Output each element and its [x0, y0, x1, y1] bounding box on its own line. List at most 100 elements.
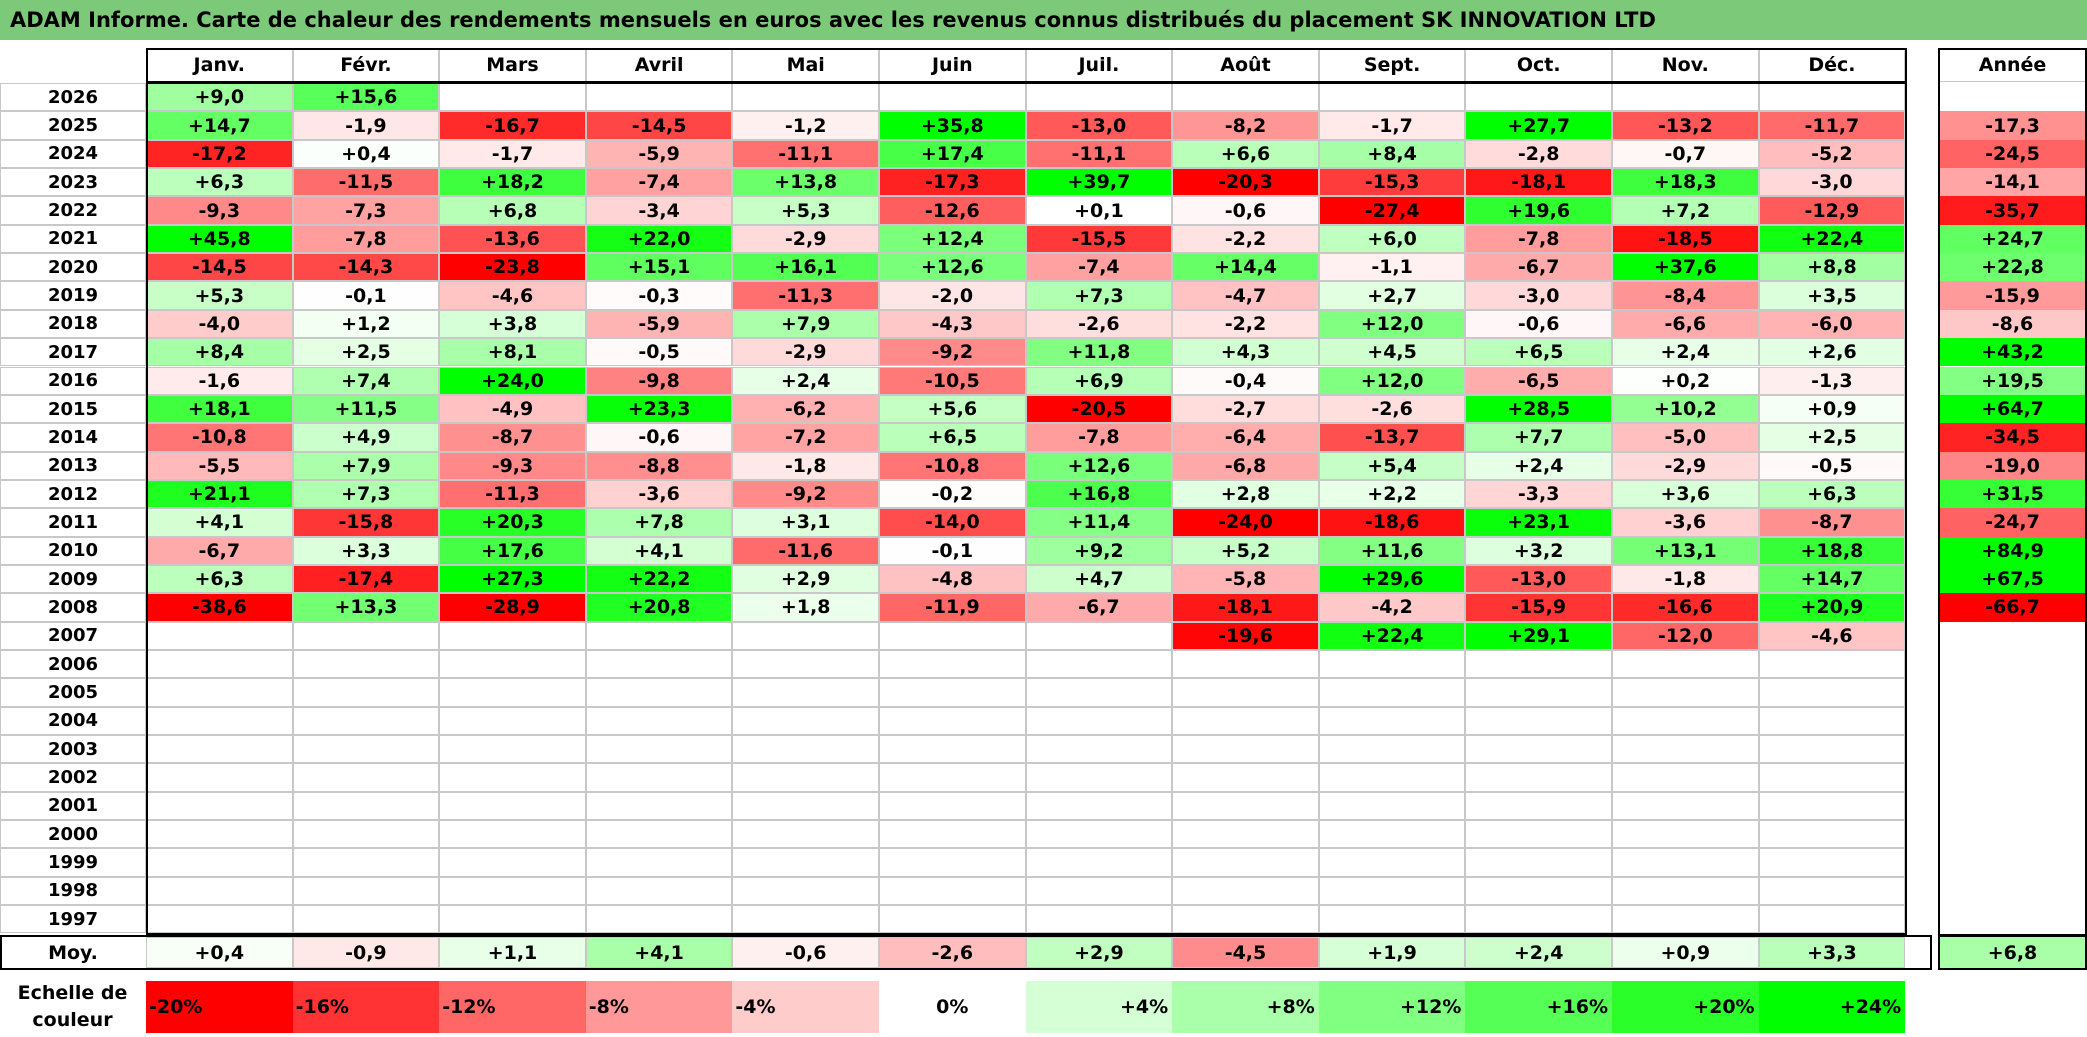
heatmap-cell — [1318, 83, 1466, 112]
heatmap-cell — [1025, 621, 1173, 650]
heatmap-cell: +14,7 — [146, 111, 293, 140]
average-cell: -0,6 — [732, 937, 879, 968]
heatmap-cell: -5,9 — [585, 309, 733, 339]
year-label: 2022 — [0, 196, 146, 225]
heatmap-cell: +3,1 — [732, 508, 879, 537]
heatmap-cell — [1465, 735, 1612, 764]
heatmap-cell: -6,7 — [1025, 593, 1173, 622]
heatmap-cell — [439, 876, 586, 906]
heatmap-cell — [1465, 905, 1612, 934]
heatmap-cell: -20,5 — [1025, 394, 1173, 424]
heatmap-cell: -13,0 — [1025, 111, 1173, 140]
heatmap-cell: +17,6 — [439, 536, 586, 565]
heatmap-cell — [1318, 820, 1466, 849]
heatmap-cell — [292, 791, 440, 821]
heatmap-cell: +18,3 — [1612, 168, 1759, 197]
month-header: Juil. — [1025, 48, 1173, 82]
heatmap-cell: +2,4 — [1612, 338, 1759, 367]
heatmap-cell: -11,3 — [732, 281, 879, 310]
year-label: 2015 — [0, 394, 146, 424]
annual-cell — [1938, 791, 2087, 821]
heatmap-cell — [732, 706, 879, 736]
annual-cell — [1938, 650, 2087, 679]
heatmap-cell — [1318, 876, 1466, 906]
heatmap-cell — [439, 83, 586, 112]
heatmap-cell: -12,9 — [1758, 196, 1906, 225]
heatmap-cell: +8,4 — [146, 338, 293, 367]
year-label: 2014 — [0, 423, 146, 452]
heatmap-cell: -8,7 — [439, 423, 586, 452]
heatmap-cell: -12,6 — [879, 196, 1026, 225]
heatmap-cell: -10,5 — [879, 366, 1026, 395]
annual-cell: +22,8 — [1938, 253, 2087, 282]
heatmap-cell: +2,9 — [732, 564, 879, 594]
heatmap-cell: -9,3 — [146, 196, 293, 225]
annual-cell: -14,1 — [1938, 168, 2087, 197]
color-scale-step: +20% — [1612, 981, 1759, 1033]
heatmap-cell: +3,5 — [1758, 281, 1906, 310]
heatmap-cell: +21,1 — [146, 479, 293, 509]
heatmap-cell: -4,8 — [879, 564, 1026, 594]
heatmap-cell — [1465, 83, 1612, 112]
heatmap-cell — [1465, 820, 1612, 849]
heatmap-cell: +8,1 — [439, 338, 586, 367]
heatmap-cell — [146, 820, 293, 849]
average-cell: +1,9 — [1318, 937, 1466, 968]
heatmap-cell — [1758, 848, 1906, 877]
heatmap-cell — [1465, 876, 1612, 906]
heatmap-cell — [439, 621, 586, 650]
heatmap-cell: +3,8 — [439, 309, 586, 339]
heatmap-cell — [1318, 791, 1466, 821]
heatmap-cell: -16,7 — [439, 111, 586, 140]
heatmap-cell — [1025, 735, 1173, 764]
heatmap-cell: +23,1 — [1465, 508, 1612, 537]
heatmap-cell: -13,2 — [1612, 111, 1759, 140]
heatmap-cell — [1172, 678, 1319, 707]
average-cell: -0,9 — [292, 937, 440, 968]
heatmap-cell — [292, 820, 440, 849]
heatmap-cell: -5,5 — [146, 451, 293, 480]
heatmap-cell — [1758, 678, 1906, 707]
heatmap-cell: -27,4 — [1318, 196, 1466, 225]
heatmap-cell: -0,1 — [879, 536, 1026, 565]
heatmap-cell — [732, 905, 879, 934]
heatmap-cell — [1758, 791, 1906, 821]
heatmap-cell — [879, 621, 1026, 650]
heatmap-cell — [1465, 650, 1612, 679]
month-header: Juin — [879, 48, 1026, 82]
heatmap-cell: -4,6 — [439, 281, 586, 310]
heatmap-cell — [1025, 791, 1173, 821]
annual-cell: +64,7 — [1938, 394, 2087, 424]
heatmap-cell: +5,2 — [1172, 536, 1319, 565]
heatmap-cell: -5,0 — [1612, 423, 1759, 452]
heatmap-cell — [1318, 706, 1466, 736]
heatmap-cell: -2,6 — [1318, 394, 1466, 424]
annual-cell: -8,6 — [1938, 309, 2087, 339]
heatmap-cell: -6,4 — [1172, 423, 1319, 452]
heatmap-cell: -38,6 — [146, 593, 293, 622]
annual-cell — [1938, 848, 2087, 877]
annual-cell: -17,3 — [1938, 111, 2087, 140]
heatmap-cell: +7,2 — [1612, 196, 1759, 225]
year-label: 2004 — [0, 706, 146, 736]
heatmap-cell: +6,0 — [1318, 224, 1466, 254]
heatmap-cell: -15,8 — [292, 508, 440, 537]
heatmap-cell: +11,4 — [1025, 508, 1173, 537]
heatmap-cell — [1318, 678, 1466, 707]
heatmap-cell — [879, 763, 1026, 792]
heatmap-cell: -1,7 — [1318, 111, 1466, 140]
heatmap-cell — [1612, 650, 1759, 679]
heatmap-cell: -15,5 — [1025, 224, 1173, 254]
heatmap-cell: -1,6 — [146, 366, 293, 395]
average-cell: +3,3 — [1758, 937, 1906, 968]
heatmap-cell — [732, 791, 879, 821]
heatmap-cell: -0,5 — [1758, 451, 1906, 480]
year-label: 2009 — [0, 564, 146, 594]
heatmap-cell: +10,2 — [1612, 394, 1759, 424]
average-cell: -2,6 — [879, 937, 1026, 968]
heatmap-cell — [292, 650, 440, 679]
heatmap-cell: +16,8 — [1025, 479, 1173, 509]
heatmap-cell — [146, 763, 293, 792]
heatmap-cell — [1465, 763, 1612, 792]
heatmap-cell: -2,9 — [1612, 451, 1759, 480]
